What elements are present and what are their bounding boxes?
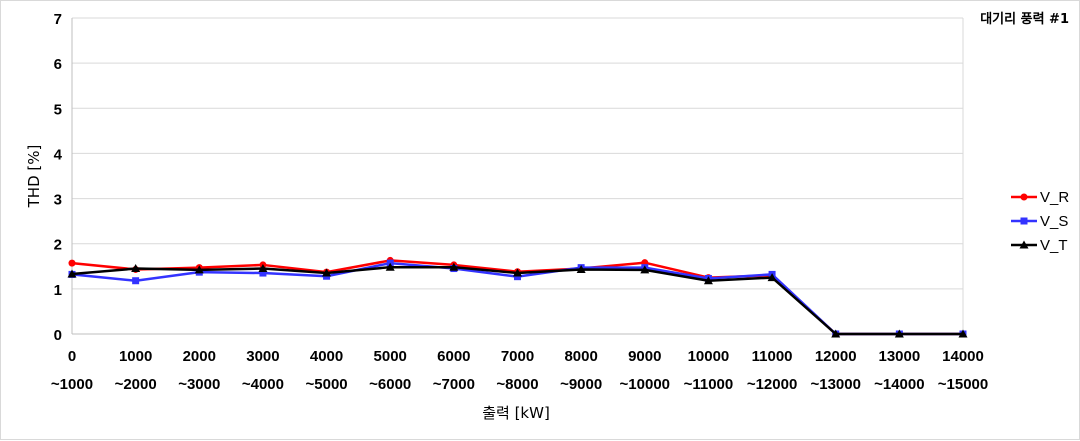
- x-tick-label-range: ~7000: [433, 376, 475, 393]
- x-tick-label: 1000: [119, 348, 152, 365]
- data-point: [767, 273, 777, 282]
- x-axis-title: 출력 [kW]: [482, 404, 550, 422]
- data-point: [958, 329, 968, 338]
- data-point: [322, 268, 332, 277]
- legend-swatch-marker: [1020, 217, 1028, 225]
- y-tick-label: 0: [54, 327, 62, 344]
- series-v-t: [67, 262, 968, 338]
- x-tick-label: 0: [68, 348, 76, 365]
- y-axis-title: THD [%]: [25, 145, 43, 209]
- data-point: [385, 262, 395, 271]
- data-point: [449, 262, 459, 271]
- data-point: [894, 329, 904, 338]
- legend-label: V_R: [1040, 189, 1069, 206]
- chart-annotation: 대기리 풍력 #1: [980, 11, 1069, 27]
- y-tick-label: 1: [54, 282, 62, 299]
- y-tick-label: 5: [54, 101, 62, 118]
- y-tick-label: 4: [54, 146, 63, 163]
- data-point: [513, 268, 522, 277]
- x-tick-label-range: ~1000: [51, 376, 93, 393]
- legend: V_R V_S V_T: [1011, 189, 1069, 254]
- y-tick-label: 2: [54, 237, 62, 254]
- legend-swatch-marker: [1019, 240, 1029, 249]
- data-point: [194, 265, 204, 274]
- tick-labels: 0 1 2 3 4 5 6 7 0 ~1000 1000 ~2000 2000 ~3000 3000 ~400…: [51, 11, 988, 393]
- x-tick-label-range: ~2000: [115, 376, 157, 393]
- legend-item: V_S: [1011, 213, 1068, 230]
- series-lines: [67, 256, 968, 338]
- x-tick-label: 4000: [310, 348, 343, 365]
- x-tick-label: 7000: [501, 348, 534, 365]
- x-tick-label: 10000: [688, 348, 730, 365]
- x-tick-label: 11000: [752, 348, 793, 365]
- x-tick-label: 5000: [374, 348, 407, 365]
- x-tick-label-range: ~14000: [874, 376, 924, 393]
- legend-item: V_T: [1011, 237, 1068, 254]
- data-point: [259, 269, 267, 277]
- x-tick-label: 6000: [437, 348, 470, 365]
- data-point: [67, 269, 77, 278]
- data-point: [576, 264, 586, 273]
- x-tick-label: 14000: [942, 348, 984, 365]
- x-tick-label-range: ~10000: [620, 376, 670, 393]
- x-tick-label: 8000: [564, 348, 597, 365]
- gridlines: [72, 17, 964, 334]
- y-tick-label: 3: [54, 192, 62, 209]
- x-tick-label-range: ~8000: [496, 376, 538, 393]
- legend-item: V_R: [1011, 189, 1069, 206]
- x-tick-label: 2000: [183, 348, 216, 365]
- data-point: [514, 273, 521, 281]
- x-tick-label-range: ~4000: [242, 376, 284, 393]
- x-tick-label: 3000: [246, 348, 279, 365]
- axes: [71, 18, 963, 335]
- x-tick-label-range: ~12000: [747, 376, 797, 393]
- x-tick-label: 12000: [815, 348, 857, 365]
- x-tick-label: 13000: [878, 348, 920, 365]
- data-point: [640, 265, 650, 274]
- data-point: [831, 329, 841, 338]
- legend-label: V_S: [1040, 213, 1068, 230]
- y-tick-label: 6: [54, 56, 62, 73]
- x-tick-label-range: ~11000: [684, 376, 734, 393]
- data-point: [68, 259, 76, 267]
- x-tick-label-range: ~6000: [369, 376, 411, 393]
- data-point: [132, 277, 140, 285]
- x-tick-label-range: ~5000: [306, 376, 348, 393]
- data-point: [131, 264, 141, 273]
- x-tick-label-range: ~3000: [178, 376, 220, 393]
- x-tick-label: 9000: [628, 348, 661, 365]
- x-tick-label-range: ~15000: [938, 376, 988, 393]
- legend-swatch-marker: [1020, 193, 1028, 201]
- x-tick-label-range: ~9000: [560, 376, 602, 393]
- legend-label: V_T: [1040, 237, 1068, 254]
- data-point: [703, 276, 713, 285]
- x-tick-label-range: ~13000: [810, 376, 860, 393]
- y-tick-label: 7: [54, 11, 62, 28]
- data-point: [258, 264, 268, 273]
